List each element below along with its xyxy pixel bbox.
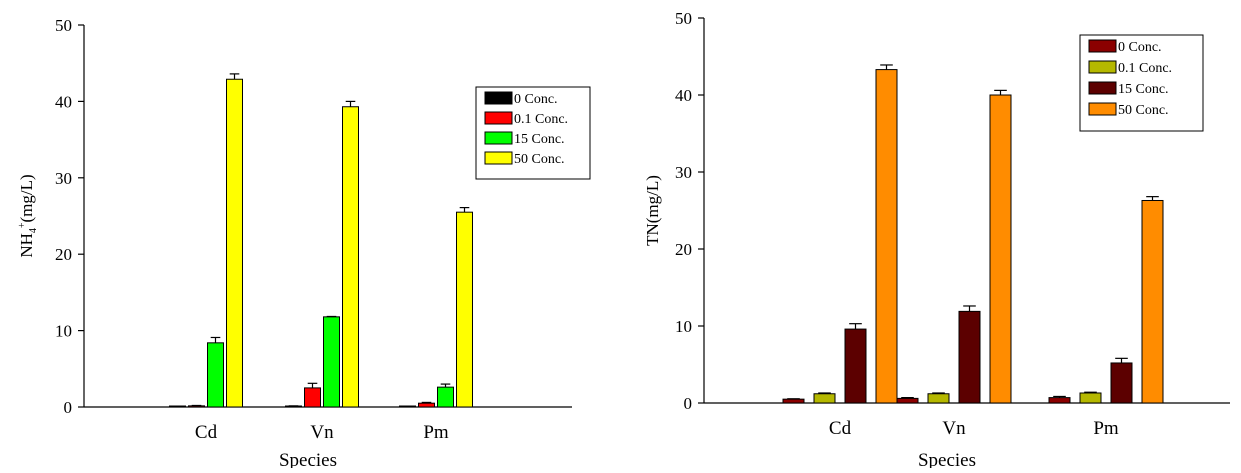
legend: 0 Conc. 0.1 Conc. 15 Conc. 50 Conc. bbox=[476, 87, 590, 179]
bar bbox=[845, 329, 866, 403]
y-tick-label: 20 bbox=[55, 245, 72, 264]
legend-label: 0 Conc. bbox=[1118, 40, 1162, 55]
legend-label: 50 Conc. bbox=[1118, 103, 1169, 118]
bar bbox=[324, 317, 340, 407]
x-category-label: Vn bbox=[942, 418, 966, 439]
x-category-label: Cd bbox=[829, 418, 852, 439]
x-axis-title: Species bbox=[918, 450, 976, 468]
bar bbox=[1049, 398, 1070, 403]
y-tick-label: 30 bbox=[55, 169, 72, 188]
x-category-label: Vn bbox=[310, 422, 334, 443]
y-tick-label: 50 bbox=[55, 16, 72, 35]
legend-label: 0 Conc. bbox=[514, 92, 558, 107]
legend-swatch bbox=[485, 112, 512, 124]
bar bbox=[876, 70, 897, 403]
y-tick-label: 50 bbox=[675, 9, 692, 28]
bar bbox=[897, 398, 918, 403]
legend: 0 Conc. 0.1 Conc. 15 Conc. 50 Conc. bbox=[1080, 35, 1203, 131]
bar bbox=[814, 394, 835, 403]
bar bbox=[1080, 393, 1101, 403]
bar bbox=[419, 403, 435, 407]
legend-swatch bbox=[485, 152, 512, 164]
legend-swatch bbox=[485, 92, 512, 104]
bar bbox=[928, 394, 949, 403]
y-tick-label: 20 bbox=[675, 240, 692, 259]
y-tick-label: 40 bbox=[55, 92, 72, 111]
bar bbox=[438, 387, 454, 407]
legend-label: 15 Conc. bbox=[514, 132, 565, 147]
x-category-label: Pm bbox=[423, 422, 449, 443]
legend-swatch bbox=[1089, 61, 1116, 73]
y-axis-title: NH4+(mg/L) bbox=[17, 174, 39, 257]
legend-label: 50 Conc. bbox=[514, 152, 565, 167]
x-category-label: Pm bbox=[1093, 418, 1119, 439]
legend-label: 0.1 Conc. bbox=[1118, 61, 1172, 76]
bar bbox=[227, 79, 243, 407]
bar bbox=[1111, 363, 1132, 403]
legend-swatch bbox=[1089, 82, 1116, 94]
y-tick-label: 40 bbox=[675, 86, 692, 105]
y-tick-label: 10 bbox=[675, 317, 692, 336]
y-tick-label: 0 bbox=[684, 394, 693, 413]
y-tick-label: 0 bbox=[64, 398, 73, 417]
legend-swatch bbox=[485, 132, 512, 144]
chart-nh4: 0 10 20 30 40 50 Cd Vn Pm Species NH4+(mg/L) 0 Conc… bbox=[17, 16, 590, 468]
x-category-label: Cd bbox=[195, 422, 218, 443]
bar bbox=[208, 343, 224, 407]
bar bbox=[1142, 200, 1163, 403]
y-axis-title: TN(mg/L) bbox=[643, 175, 662, 246]
legend-label: 0.1 Conc. bbox=[514, 112, 568, 127]
bar bbox=[783, 399, 804, 403]
bar bbox=[959, 311, 980, 403]
legend-label: 15 Conc. bbox=[1118, 82, 1169, 97]
legend-swatch bbox=[1089, 103, 1116, 115]
x-axis-title: Species bbox=[279, 450, 337, 468]
legend-swatch bbox=[1089, 40, 1116, 52]
bar bbox=[457, 212, 473, 407]
bar bbox=[343, 107, 359, 407]
y-tick-label: 10 bbox=[55, 322, 72, 341]
y-tick-label: 30 bbox=[675, 163, 692, 182]
bar bbox=[990, 95, 1011, 403]
bar bbox=[305, 388, 321, 407]
